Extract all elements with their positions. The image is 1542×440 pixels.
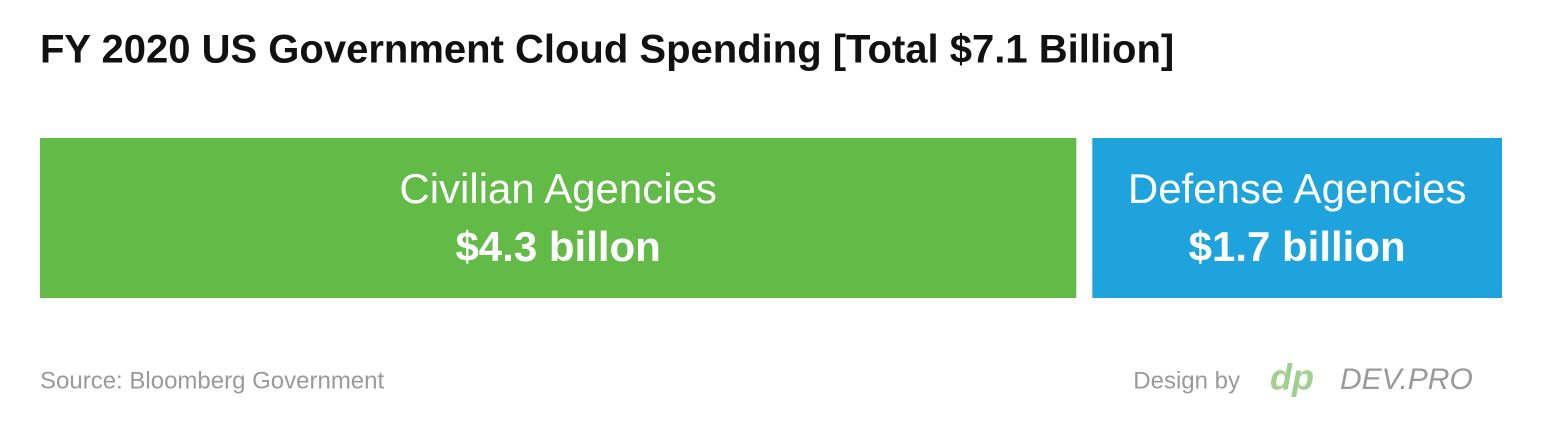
- credit-label: Design by: [1133, 367, 1240, 394]
- chart-title: FY 2020 US Government Cloud Spending [To…: [40, 28, 1174, 72]
- category-label: Civilian Agencies: [399, 165, 717, 212]
- logo-mark: dp: [1270, 357, 1314, 398]
- category-label: Defense Agencies: [1128, 165, 1467, 212]
- bar: [40, 138, 1077, 298]
- value-label: $4.3 billon: [455, 223, 660, 270]
- value-label: $1.7 billion: [1189, 223, 1406, 270]
- bar: [1092, 138, 1502, 298]
- logo-name: DEV.PRO: [1340, 363, 1473, 396]
- source-note: Source: Bloomberg Government: [40, 367, 385, 394]
